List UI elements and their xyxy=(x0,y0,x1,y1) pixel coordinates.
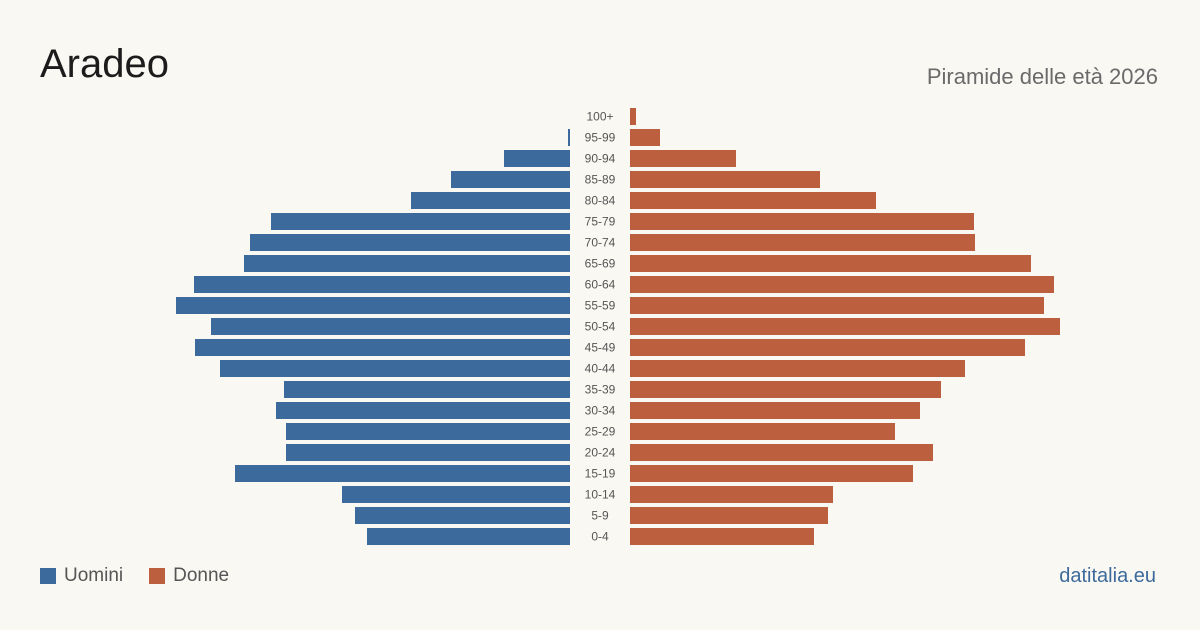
age-label-10-14: 10-14 xyxy=(585,488,616,502)
bar-men-85-89 xyxy=(451,171,570,188)
age-label-70-74: 70-74 xyxy=(585,236,616,250)
bar-men-40-44 xyxy=(220,360,570,377)
bar-women-70-74 xyxy=(630,234,975,251)
bar-men-55-59 xyxy=(176,297,570,314)
bar-men-70-74 xyxy=(250,234,570,251)
age-label-25-29: 25-29 xyxy=(585,425,616,439)
bar-men-45-49 xyxy=(195,339,570,356)
bar-women-15-19 xyxy=(630,465,913,482)
age-label-80-84: 80-84 xyxy=(585,194,616,208)
bar-men-75-79 xyxy=(271,213,570,230)
bar-men-65-69 xyxy=(244,255,570,272)
bar-women-95-99 xyxy=(630,129,660,146)
bar-women-100+ xyxy=(630,108,636,125)
bar-women-80-84 xyxy=(630,192,876,209)
age-label-50-54: 50-54 xyxy=(585,320,616,334)
bar-women-0-4 xyxy=(630,528,814,545)
legend-item-women: Donne xyxy=(149,565,229,587)
bar-women-60-64 xyxy=(630,276,1054,293)
bar-men-10-14 xyxy=(342,486,570,503)
legend-item-men: Uomini xyxy=(40,565,123,587)
legend-label-women: Donne xyxy=(173,565,230,586)
legend: Uomini Donne xyxy=(40,565,255,587)
age-label-5-9: 5-9 xyxy=(591,509,609,523)
bar-men-25-29 xyxy=(286,423,570,440)
bar-women-35-39 xyxy=(630,381,941,398)
bar-women-10-14 xyxy=(630,486,833,503)
bar-women-45-49 xyxy=(630,339,1025,356)
bar-women-20-24 xyxy=(630,444,933,461)
bar-women-85-89 xyxy=(630,171,820,188)
bar-men-35-39 xyxy=(284,381,570,398)
bar-women-30-34 xyxy=(630,402,920,419)
bar-men-20-24 xyxy=(286,444,570,461)
brand-link[interactable]: datitalia.eu xyxy=(1059,565,1156,587)
legend-swatch-men xyxy=(40,568,56,584)
bar-women-50-54 xyxy=(630,318,1060,335)
age-label-75-79: 75-79 xyxy=(585,215,616,229)
age-label-55-59: 55-59 xyxy=(585,299,616,313)
bar-women-25-29 xyxy=(630,423,895,440)
bar-men-90-94 xyxy=(504,150,570,167)
bar-men-50-54 xyxy=(211,318,570,335)
bar-men-95-99 xyxy=(568,129,570,146)
bar-women-65-69 xyxy=(630,255,1031,272)
age-label-15-19: 15-19 xyxy=(585,467,616,481)
age-label-30-34: 30-34 xyxy=(585,404,616,418)
bar-women-40-44 xyxy=(630,360,965,377)
bar-women-90-94 xyxy=(630,150,736,167)
bar-women-75-79 xyxy=(630,213,974,230)
bar-men-15-19 xyxy=(235,465,570,482)
bar-men-60-64 xyxy=(194,276,570,293)
age-label-95-99: 95-99 xyxy=(585,131,616,145)
age-label-85-89: 85-89 xyxy=(585,173,616,187)
legend-swatch-women xyxy=(149,568,166,584)
age-label-60-64: 60-64 xyxy=(585,278,616,292)
bar-women-5-9 xyxy=(630,507,828,524)
bar-men-5-9 xyxy=(355,507,570,524)
age-label-65-69: 65-69 xyxy=(585,257,616,271)
chart-subtitle: Piramide delle età 2026 xyxy=(926,64,1158,89)
age-label-0-4: 0-4 xyxy=(591,530,609,544)
age-label-20-24: 20-24 xyxy=(585,446,616,460)
age-label-100+: 100+ xyxy=(586,110,613,124)
chart-title: Aradeo xyxy=(40,42,169,86)
age-label-90-94: 90-94 xyxy=(585,152,616,166)
bar-women-55-59 xyxy=(630,297,1044,314)
age-label-40-44: 40-44 xyxy=(585,362,616,376)
bar-men-0-4 xyxy=(367,528,570,545)
age-label-45-49: 45-49 xyxy=(585,341,616,355)
legend-label-men: Uomini xyxy=(64,565,124,586)
age-label-35-39: 35-39 xyxy=(585,383,616,397)
bar-men-80-84 xyxy=(411,192,570,209)
bar-men-30-34 xyxy=(276,402,570,419)
